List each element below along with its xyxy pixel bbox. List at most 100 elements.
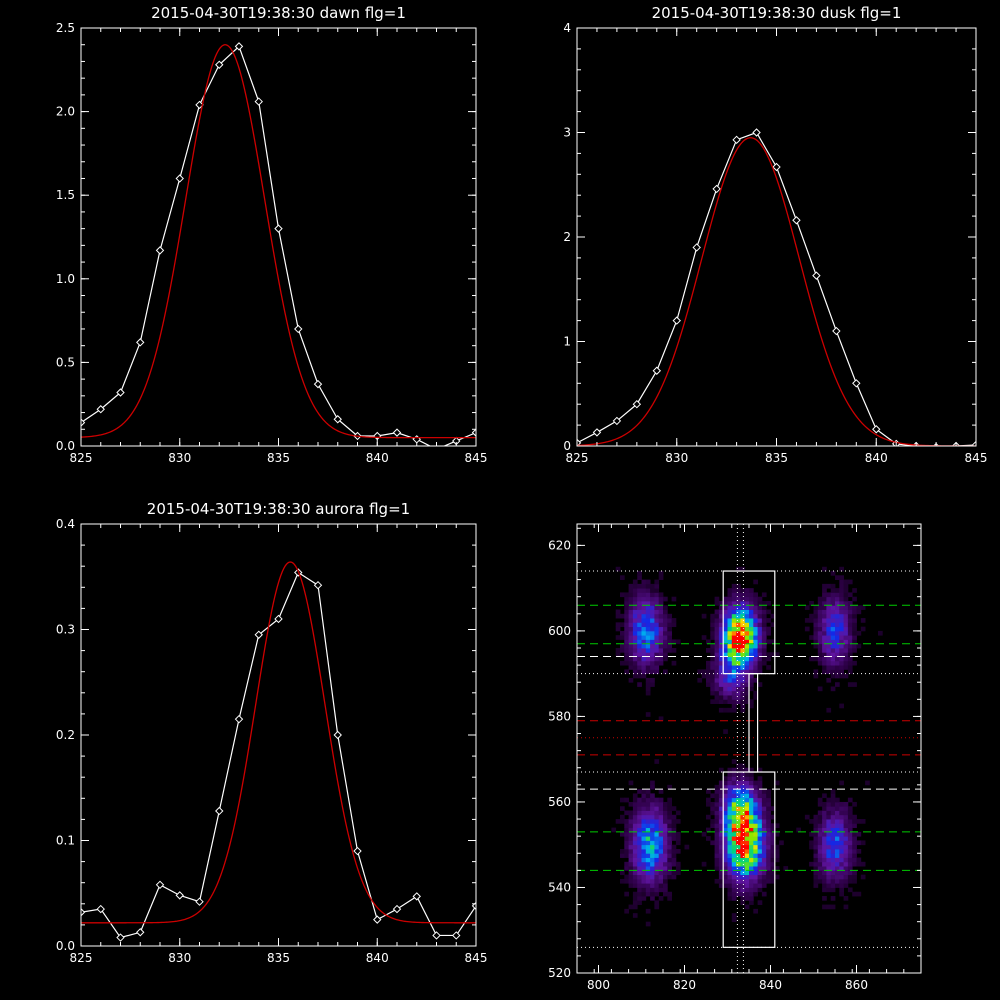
data-point xyxy=(96,405,105,414)
data-point xyxy=(832,326,841,336)
data-point xyxy=(195,897,204,906)
data-point xyxy=(155,246,165,255)
data-point xyxy=(652,366,662,375)
y-tick-label: 0.0 xyxy=(56,439,75,453)
x-tick-label: 840 xyxy=(865,451,888,465)
y-tick-label: 580 xyxy=(548,709,571,723)
y-tick-label: 540 xyxy=(548,880,571,894)
data-point xyxy=(672,316,681,325)
fit-curve xyxy=(81,44,476,439)
data-point xyxy=(392,904,402,914)
x-tick-label: 800 xyxy=(587,978,610,992)
data-point xyxy=(116,933,125,942)
data-point xyxy=(215,806,224,816)
x-tick-label: 845 xyxy=(465,951,488,965)
y-tick-label: 4 xyxy=(563,21,571,35)
data-point xyxy=(81,908,86,917)
y-tick-label: 2.5 xyxy=(56,21,75,35)
y-tick-label: 2 xyxy=(563,230,571,244)
data-point xyxy=(452,931,461,940)
data-point xyxy=(313,379,323,389)
data-point xyxy=(792,216,801,225)
data-point xyxy=(274,224,283,233)
data-point xyxy=(592,428,602,437)
data-point xyxy=(195,100,204,110)
x-tick-label: 840 xyxy=(366,951,389,965)
data-point xyxy=(852,379,861,388)
fit-curve xyxy=(81,561,476,924)
data-point xyxy=(333,415,342,424)
y-tick-label: 3 xyxy=(563,126,571,140)
plot-area xyxy=(577,524,921,973)
y-tick-label: 520 xyxy=(548,966,571,980)
data-point xyxy=(81,418,86,427)
x-tick-label: 830 xyxy=(168,451,191,465)
y-tick-label: 620 xyxy=(548,538,571,552)
chart-title: 2015-04-30T19:38:30 dawn flg=1 xyxy=(151,4,406,22)
y-tick-label: 0.0 xyxy=(56,939,75,953)
data-point xyxy=(373,915,382,924)
axes: 825 830 835 840 845 0.0 0.1 0.2 0.3 0.4 xyxy=(56,517,488,965)
data-point xyxy=(353,846,362,856)
data-point xyxy=(435,445,438,446)
plot-frame xyxy=(576,27,977,447)
plot-area xyxy=(81,561,476,942)
data-point xyxy=(971,440,976,446)
x-tick-label: 840 xyxy=(366,451,389,465)
y-tick-label: 0.5 xyxy=(56,355,75,369)
x-tick-label: 860 xyxy=(845,978,868,992)
plot-frame xyxy=(80,523,477,947)
data-point xyxy=(392,428,402,437)
data-line xyxy=(81,45,476,446)
x-tick-label: 825 xyxy=(70,951,93,965)
data-point xyxy=(215,60,224,69)
y-tick-label: 2.0 xyxy=(56,105,75,119)
data-point xyxy=(313,580,323,590)
data-point xyxy=(692,243,701,252)
y-tick-label: 0.4 xyxy=(56,517,75,531)
data-point xyxy=(175,891,184,900)
y-tick-label: 1.0 xyxy=(56,272,75,286)
region-box-3 xyxy=(748,673,759,773)
chart-3: 825 830 835 840 845 0.0 0.1 0.2 0.3 0.4 2015-04-30… xyxy=(56,500,488,965)
heatmap-cells xyxy=(611,566,883,927)
data-point xyxy=(712,184,721,194)
plot-frame xyxy=(80,27,477,447)
data-point xyxy=(612,416,622,426)
axes: 825 830 835 840 845 0.0 0.5 1.0 1.5 2.0 2.5 xyxy=(56,21,488,465)
x-tick-label: 820 xyxy=(673,978,696,992)
y-tick-label: 600 xyxy=(548,624,571,638)
y-tick-label: 0.3 xyxy=(56,623,75,637)
y-tick-label: 1.5 xyxy=(56,188,75,202)
data-point xyxy=(632,399,642,409)
y-tick-label: 0 xyxy=(563,439,571,453)
data-point xyxy=(471,428,476,437)
y-tick-label: 1 xyxy=(563,335,571,349)
data-point xyxy=(872,425,881,434)
y-tick-label: 0.2 xyxy=(56,728,75,742)
axes: 825 830 835 840 845 0 1 2 3 4 xyxy=(563,21,987,465)
data-point xyxy=(294,324,303,334)
x-tick-label: 825 xyxy=(566,451,589,465)
x-tick-label: 835 xyxy=(765,451,788,465)
plot-area xyxy=(577,128,976,446)
x-tick-label: 835 xyxy=(267,451,290,465)
data-point xyxy=(155,880,165,890)
chart-title: 2015-04-30T19:38:30 dusk flg=1 xyxy=(652,4,902,22)
data-point xyxy=(254,630,263,639)
y-tick-label: 560 xyxy=(548,795,571,809)
axes: 800 820 840 860 520 540 560 580 600 620 xyxy=(548,524,922,992)
plot-area xyxy=(81,42,476,446)
y-tick-label: 0.1 xyxy=(56,834,75,848)
data-point xyxy=(136,338,145,347)
x-tick-label: 830 xyxy=(665,451,688,465)
chart-4: 800 820 840 860 520 540 560 580 600 620 xyxy=(548,523,922,992)
data-point xyxy=(234,714,244,724)
data-point xyxy=(234,42,244,51)
data-point xyxy=(254,97,263,106)
x-tick-label: 845 xyxy=(465,451,488,465)
data-point xyxy=(175,174,184,183)
data-point xyxy=(732,135,741,145)
chart-title: 2015-04-30T19:38:30 aurora flg=1 xyxy=(147,500,410,518)
